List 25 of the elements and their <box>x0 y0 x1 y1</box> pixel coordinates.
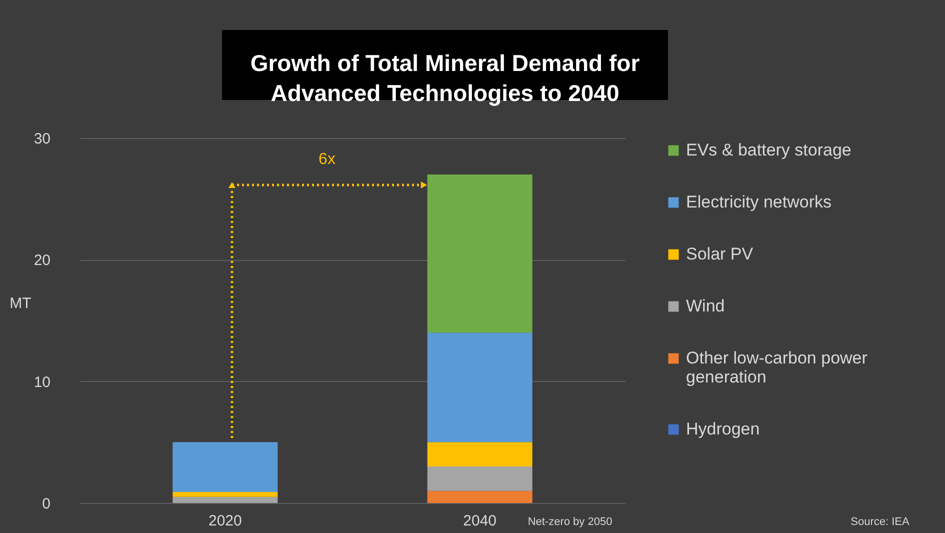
y-tick-label: 10 <box>34 374 50 391</box>
bar <box>427 442 532 466</box>
text: Net-zero by 2050 <box>528 516 612 528</box>
y-tick-label: 0 <box>42 496 50 512</box>
bar <box>427 174 532 333</box>
legend-label: Hydrogen <box>686 420 760 438</box>
bar <box>172 442 278 492</box>
source-note: Source: IEA <box>850 516 910 528</box>
legend-label: Electricity networks <box>686 192 832 212</box>
legend-label: Wind <box>686 296 725 316</box>
legend-label: EVs & battery storage <box>686 140 852 160</box>
bar <box>172 492 278 497</box>
chart-title: Growth of Total Mineral Demand for Advanced Technologies to 2040 <box>250 50 640 106</box>
y-axis-title: MT <box>10 295 32 312</box>
annotation: 6x <box>318 151 336 168</box>
bar <box>427 332 532 442</box>
bar <box>427 490 532 503</box>
legend-label: Other low-carbon power generation <box>686 348 868 386</box>
x-tick-label: 2040 <box>463 512 497 530</box>
legend-label: Solar PV <box>686 244 754 264</box>
y-tick-label: 20 <box>34 252 50 270</box>
bar <box>427 466 532 491</box>
bar <box>172 496 278 503</box>
y-tick-label: 30 <box>34 130 50 148</box>
x-tick-label: 2020 <box>208 512 242 530</box>
